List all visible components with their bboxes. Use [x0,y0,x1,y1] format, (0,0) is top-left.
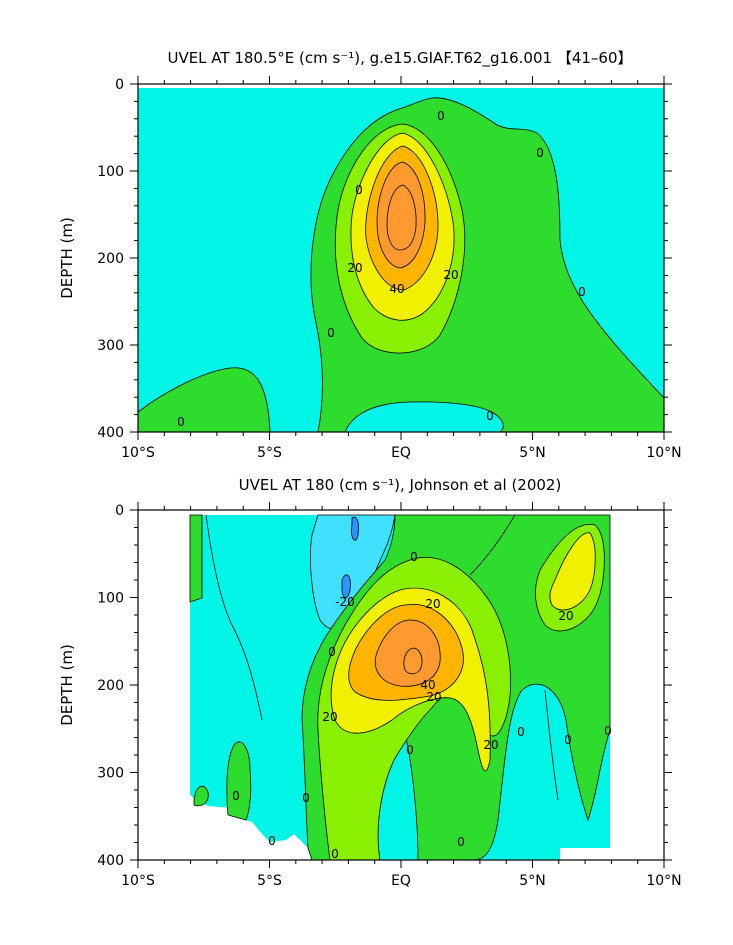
top-contour-label: 0 [437,109,445,123]
bottom-contour-label: 40 [420,678,435,692]
bottom-contour-label: 0 [302,791,310,805]
top-x-tick-label: 5°S [257,445,282,461]
top-surface-strip [138,84,664,88]
top-y-tick-label: 300 [97,338,124,354]
top-fill-level-50 [386,184,417,251]
bottom-contour-label: 0 [564,733,572,747]
bottom-y-tick-label: 400 [97,853,124,869]
top-x-tick-label: 5°N [519,445,545,461]
top-y-tick-label: 0 [115,77,124,93]
bottom-contour-fill [189,514,611,860]
top-y-tick-label: 100 [97,164,124,180]
top-chart-title: UVEL AT 180.5°E (cm s⁻¹), g.e15.GIAF.T62… [167,49,632,68]
top-contour-label: 0 [327,326,335,340]
top-fill-sw-lobe [138,367,271,432]
bottom-y-tick-label: 300 [97,766,124,782]
bottom-contour-labels: -20 0 20 0 40 20 20 20 0 0 0 0 0 0 0 0 0… [232,550,612,861]
bottom-contour-label: 0 [457,835,465,849]
bottom-chart: UVEL AT 180 (cm s⁻¹), Johnson et al (200… [58,476,682,889]
bottom-y-tick-label: 100 [97,591,124,607]
bottom-contour-label: 0 [410,550,418,564]
bottom-contour-label: 0 [604,724,612,738]
top-x-tick-label: 10°N [646,445,681,461]
bottom-x-tick-label: 10°N [646,873,681,889]
top-contour-label: 20 [347,261,362,275]
bottom-x-tick-label: 10°S [121,873,155,889]
bottom-contour-label: 20 [426,690,441,704]
top-contour-label: 40 [389,282,404,296]
bottom-fill-left-strip [189,514,203,603]
top-contour-label: 0 [536,146,544,160]
bottom-contour-label: 0 [232,789,240,803]
top-fill-pocket-cyan [344,401,504,432]
bottom-x-tick-label: EQ [391,873,411,889]
bottom-contour-label: 20 [425,597,440,611]
bottom-fill-level-minus20 [341,574,351,598]
bottom-contour-label: 20 [483,738,498,752]
bottom-x-tick-label: 5°S [257,873,282,889]
bottom-fill-level-minus30 [351,516,359,541]
bottom-y-axis-label: DEPTH (m) [58,644,76,726]
top-y-axis-label: DEPTH (m) [58,217,76,299]
bottom-fill-sw-blob [226,741,252,821]
top-contour-label: 0 [355,183,363,197]
bottom-contour-label: 0 [517,725,525,739]
bottom-contour-label: -20 [335,595,355,609]
top-contour-label: 0 [578,285,586,299]
top-contour-label: 20 [443,268,458,282]
bottom-x-tick-label: 5°N [519,873,545,889]
bottom-fill-ne-lobe-20 [549,532,596,611]
top-x-tick-label: EQ [391,445,411,461]
top-y-tick-label: 400 [97,425,124,441]
top-contour-label: 0 [486,409,494,423]
bottom-contour-label: 0 [328,645,336,659]
bottom-contour-label: 20 [322,710,337,724]
bottom-fill-level-50 [403,647,423,675]
bottom-contour-line [469,514,516,576]
top-contour-label: 0 [177,415,185,429]
bottom-contour-line [205,514,263,721]
top-x-tick-label: 10°S [121,445,155,461]
top-contour-fill [138,84,664,432]
top-y-tick-label: 200 [97,251,124,267]
bottom-contour-label: 0 [268,834,276,848]
bottom-fill-sw-spot [193,785,209,807]
top-contour-labels: 0 0 0 0 0 0 0 20 20 40 [177,109,586,429]
bottom-y-tick-label: 0 [115,503,124,519]
top-chart: UVEL AT 180.5°E (cm s⁻¹), g.e15.GIAF.T62… [58,49,682,461]
bottom-contour-line [544,689,559,801]
bottom-chart-title: UVEL AT 180 (cm s⁻¹), Johnson et al (200… [239,476,562,494]
bottom-contour-label: 0 [331,847,339,861]
bottom-contour-label: 20 [558,609,573,623]
bottom-y-tick-label: 200 [97,678,124,694]
bottom-contour-label: 0 [406,743,414,757]
